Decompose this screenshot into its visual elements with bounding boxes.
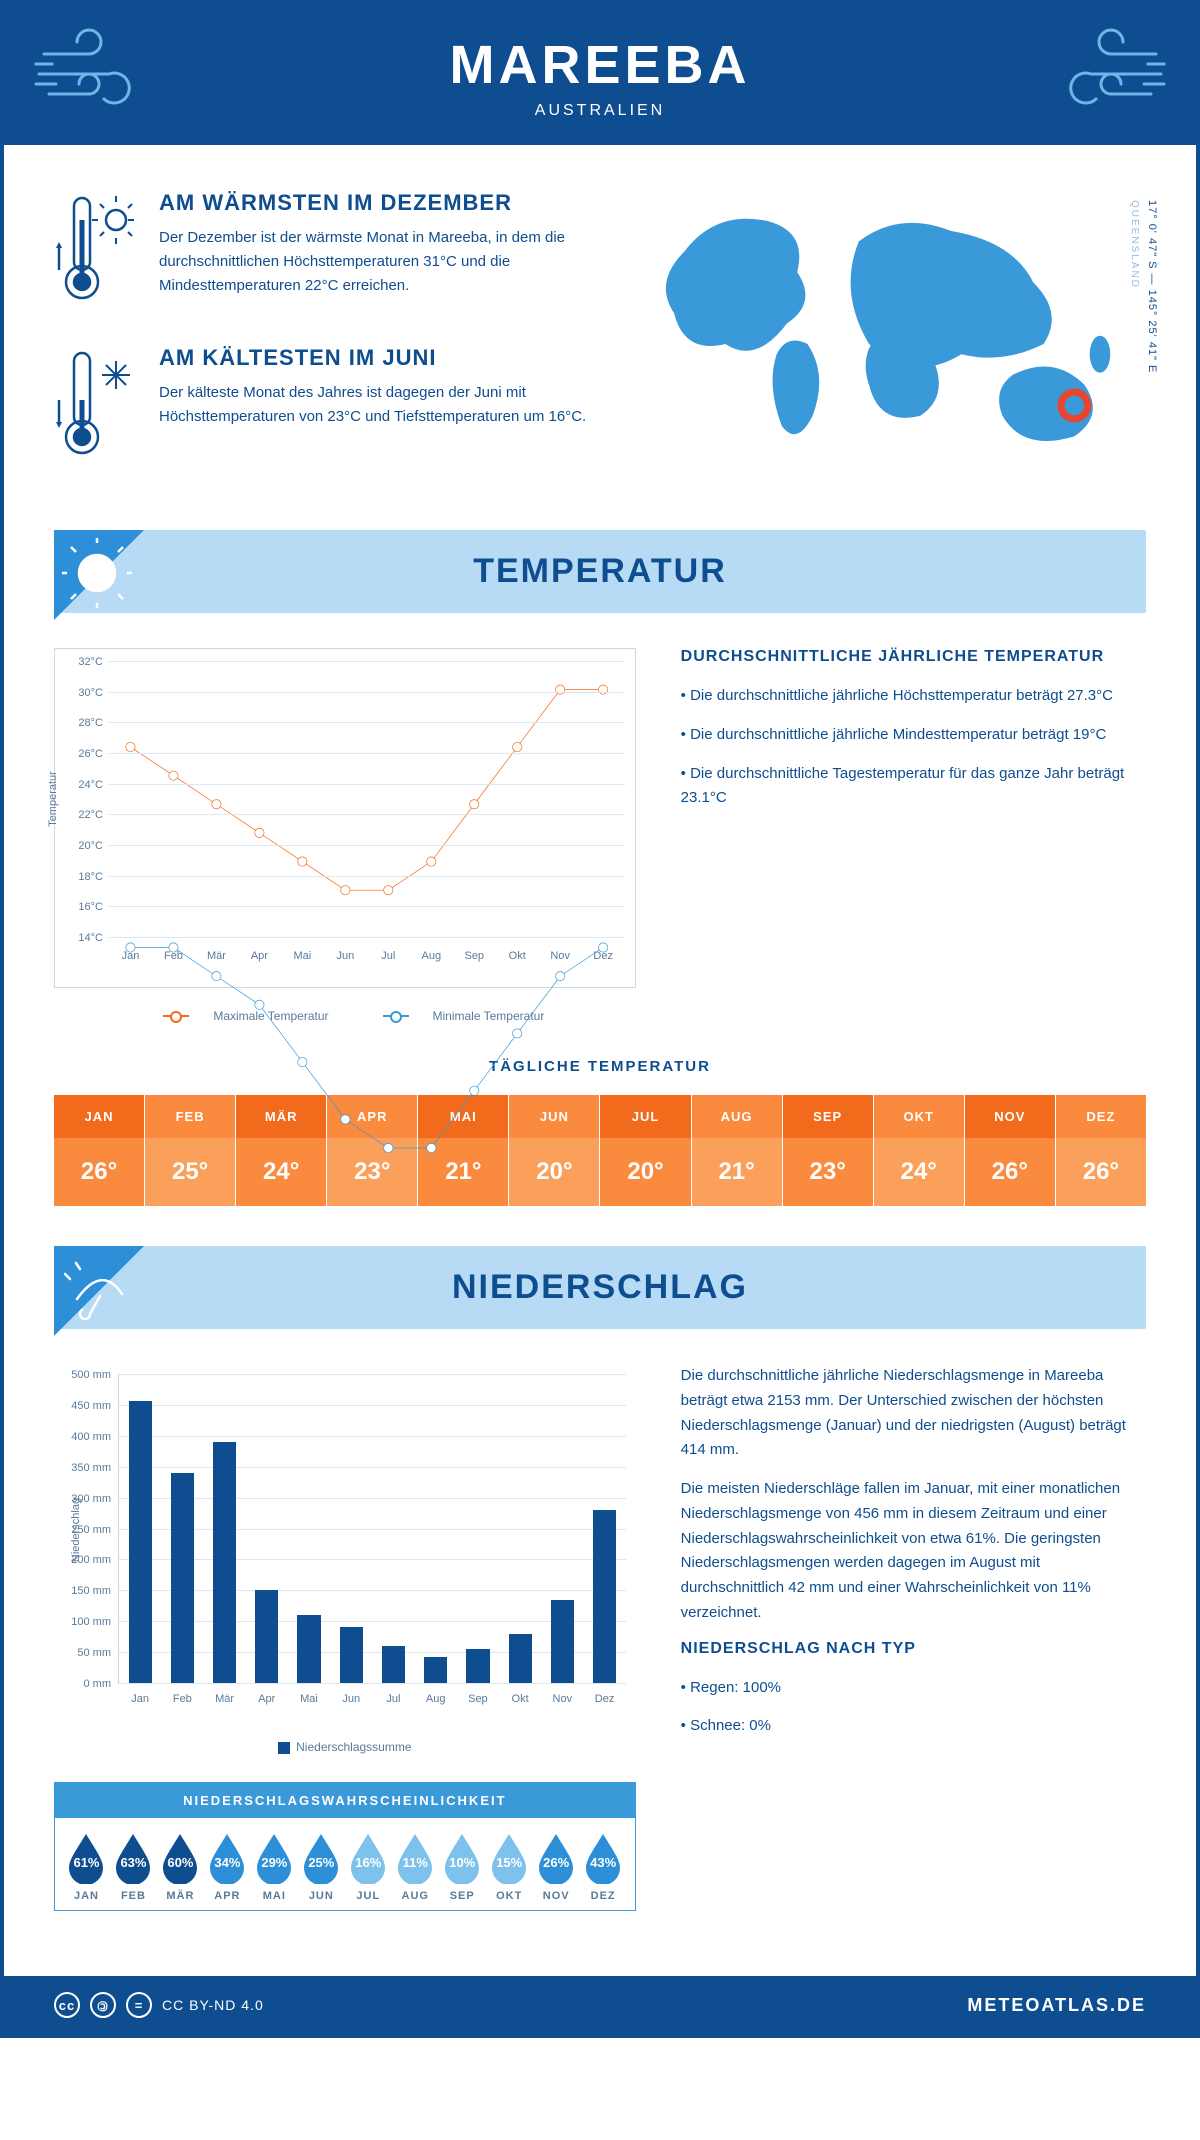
coldest-heading: AM KÄLTESTEN IM JUNI bbox=[159, 345, 593, 371]
prob-heading: NIEDERSCHLAGSWAHRSCHEINLICHKEIT bbox=[55, 1783, 635, 1818]
country-subtitle: AUSTRALIEN bbox=[4, 102, 1196, 120]
temp-column: NOV 26° bbox=[965, 1095, 1056, 1206]
raindrop-icon: 43% bbox=[582, 1832, 624, 1884]
precip-type-item: Schnee: 0% bbox=[681, 1714, 1146, 1739]
temp-desc-item: Die durchschnittliche jährliche Mindestt… bbox=[681, 723, 1146, 748]
raindrop-icon: 29% bbox=[253, 1832, 295, 1884]
footer: cc 🄯 = CC BY-ND 4.0 METEOATLAS.DE bbox=[4, 1976, 1196, 2034]
umbrella-icon bbox=[62, 1254, 132, 1324]
precip-type-heading: NIEDERSCHLAG NACH TYP bbox=[681, 1640, 1146, 1658]
precipitation-section-band: NIEDERSCHLAG bbox=[54, 1246, 1146, 1329]
precip-bar bbox=[466, 1649, 489, 1683]
precip-bar bbox=[255, 1590, 278, 1683]
world-map: QUEENSLAND 17° 0' 47" S — 145° 25' 41" E bbox=[633, 190, 1146, 482]
warmest-heading: AM WÄRMSTEN IM DEZEMBER bbox=[159, 190, 593, 216]
prob-cell: 63% FEB bbox=[110, 1832, 157, 1902]
temperature-section-band: TEMPERATUR bbox=[54, 530, 1146, 613]
by-icon: 🄯 bbox=[90, 1992, 116, 2018]
prob-cell: 43% DEZ bbox=[580, 1832, 627, 1902]
header-band: MAREEBA AUSTRALIEN bbox=[4, 4, 1196, 145]
warmest-block: AM WÄRMSTEN IM DEZEMBER Der Dezember ist… bbox=[54, 190, 593, 310]
prob-cell: 25% JUN bbox=[298, 1832, 345, 1902]
raindrop-icon: 25% bbox=[300, 1832, 342, 1884]
prob-cell: 15% OKT bbox=[486, 1832, 533, 1902]
coordinates: 17° 0' 47" S — 145° 25' 41" E bbox=[1146, 200, 1158, 373]
prob-cell: 11% AUG bbox=[392, 1832, 439, 1902]
temp-column: DEZ 26° bbox=[1056, 1095, 1146, 1206]
coldest-block: AM KÄLTESTEN IM JUNI Der kälteste Monat … bbox=[54, 345, 593, 465]
precipitation-probability-box: NIEDERSCHLAGSWAHRSCHEINLICHKEIT 61% JAN … bbox=[54, 1782, 636, 1911]
precip-p2: Die meisten Niederschläge fallen im Janu… bbox=[681, 1477, 1146, 1626]
raindrop-icon: 60% bbox=[159, 1832, 201, 1884]
coldest-body: Der kälteste Monat des Jahres ist dagege… bbox=[159, 381, 593, 429]
temp-desc-heading: DURCHSCHNITTLICHE JÄHRLICHE TEMPERATUR bbox=[681, 648, 1146, 666]
license: cc 🄯 = CC BY-ND 4.0 bbox=[54, 1992, 264, 2018]
temperature-heading: TEMPERATUR bbox=[54, 552, 1146, 591]
precip-bar bbox=[171, 1473, 194, 1683]
prob-cell: 16% JUL bbox=[345, 1832, 392, 1902]
raindrop-icon: 34% bbox=[206, 1832, 248, 1884]
precip-type-item: Regen: 100% bbox=[681, 1676, 1146, 1701]
precip-bar bbox=[509, 1634, 532, 1683]
precip-bar bbox=[297, 1615, 320, 1683]
chart-legend: Niederschlagssumme bbox=[54, 1740, 636, 1754]
precipitation-heading: NIEDERSCHLAG bbox=[54, 1268, 1146, 1307]
city-title: MAREEBA bbox=[4, 34, 1196, 96]
precip-bar bbox=[424, 1657, 447, 1683]
precipitation-bar-chart: Niederschlag 0 mm50 mm100 mm150 mm200 mm… bbox=[54, 1364, 636, 1724]
warmest-body: Der Dezember ist der wärmste Monat in Ma… bbox=[159, 226, 593, 298]
precip-p1: Die durchschnittliche jährliche Niedersc… bbox=[681, 1364, 1146, 1463]
precip-bar bbox=[129, 1401, 152, 1683]
temperature-line-chart: Temperatur 14°C16°C18°C20°C22°C24°C26°C2… bbox=[54, 648, 636, 988]
prob-cell: 60% MÄR bbox=[157, 1832, 204, 1902]
raindrop-icon: 61% bbox=[65, 1832, 107, 1884]
precip-type-list: Regen: 100% Schnee: 0% bbox=[681, 1676, 1146, 1740]
raindrop-icon: 16% bbox=[347, 1832, 389, 1884]
chart-y-label: Temperatur bbox=[47, 771, 59, 827]
brand-label: METEOATLAS.DE bbox=[967, 1995, 1146, 2016]
prob-cell: 26% NOV bbox=[533, 1832, 580, 1902]
temp-desc-item: Die durchschnittliche jährliche Höchstte… bbox=[681, 684, 1146, 709]
prob-cell: 29% MAI bbox=[251, 1832, 298, 1902]
precip-bar bbox=[551, 1600, 574, 1683]
wind-icon bbox=[34, 24, 154, 124]
thermometer-snow-icon bbox=[54, 345, 139, 465]
raindrop-icon: 10% bbox=[441, 1832, 483, 1884]
thermometer-sun-icon bbox=[54, 190, 139, 310]
raindrop-icon: 11% bbox=[394, 1832, 436, 1884]
raindrop-icon: 63% bbox=[112, 1832, 154, 1884]
raindrop-icon: 15% bbox=[488, 1832, 530, 1884]
prob-cell: 61% JAN bbox=[63, 1832, 110, 1902]
temp-column: OKT 24° bbox=[874, 1095, 965, 1206]
nd-icon: = bbox=[126, 1992, 152, 2018]
temperature-content: Temperatur 14°C16°C18°C20°C22°C24°C26°C2… bbox=[4, 613, 1196, 1058]
precip-bar bbox=[340, 1627, 363, 1683]
cc-icon: cc bbox=[54, 1992, 80, 2018]
precip-bar bbox=[593, 1510, 616, 1683]
precipitation-content: Niederschlag 0 mm50 mm100 mm150 mm200 mm… bbox=[4, 1329, 1196, 1946]
temp-column: SEP 23° bbox=[783, 1095, 874, 1206]
raindrop-icon: 26% bbox=[535, 1832, 577, 1884]
region-label: QUEENSLAND bbox=[1129, 200, 1140, 289]
intro-section: AM WÄRMSTEN IM DEZEMBER Der Dezember ist… bbox=[4, 145, 1196, 530]
prob-cell: 34% APR bbox=[204, 1832, 251, 1902]
temp-desc-item: Die durchschnittliche Tagestemperatur fü… bbox=[681, 762, 1146, 812]
page-root: MAREEBA AUSTRALIEN bbox=[0, 0, 1200, 2038]
temp-desc-list: Die durchschnittliche jährliche Höchstte… bbox=[681, 684, 1146, 811]
precip-bar bbox=[382, 1646, 405, 1683]
temp-column: AUG 21° bbox=[692, 1095, 783, 1206]
precip-bar bbox=[213, 1442, 236, 1683]
wind-icon bbox=[1046, 24, 1166, 124]
sun-icon bbox=[62, 538, 132, 608]
prob-cell: 10% SEP bbox=[439, 1832, 486, 1902]
